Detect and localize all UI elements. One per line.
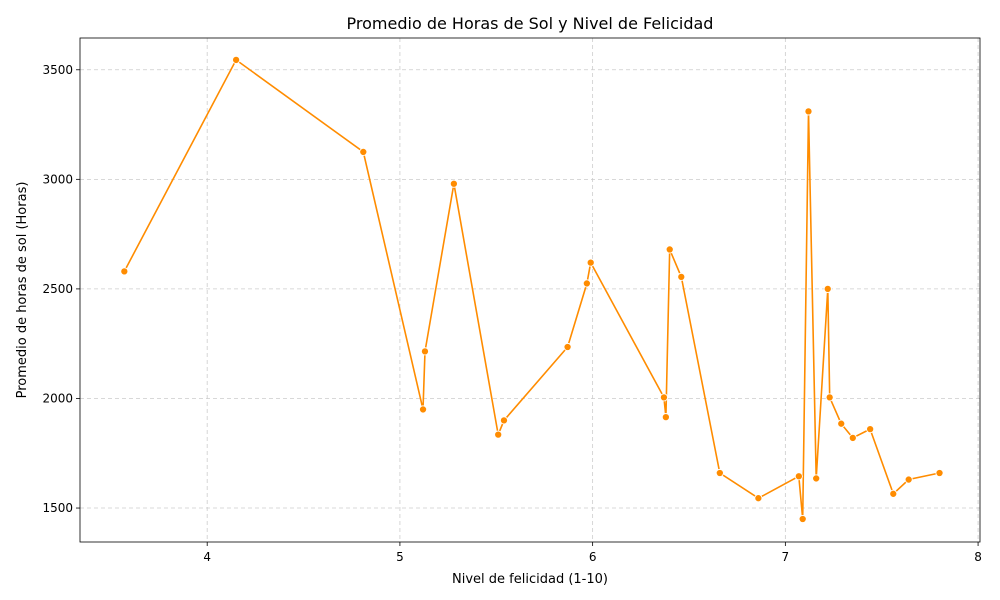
x-tick-label: 6 (589, 550, 597, 564)
chart-title: Promedio de Horas de Sol y Nivel de Feli… (347, 14, 714, 33)
data-point (659, 393, 668, 402)
data-point (359, 147, 368, 156)
grid (80, 38, 980, 542)
y-tick-label: 3500 (42, 63, 73, 77)
data-point (889, 489, 898, 498)
y-tick-label: 2000 (42, 391, 73, 405)
data-point (418, 405, 428, 414)
y-axis-label: Promedio de horas de sol (Horas) (15, 182, 30, 399)
x-tick-label: 8 (974, 550, 982, 564)
data-point (582, 279, 591, 288)
data-point (825, 393, 834, 402)
data-point (494, 430, 503, 439)
data-point (499, 416, 509, 425)
plot-frame (79, 37, 981, 543)
data-point (420, 347, 430, 356)
data-point (563, 342, 572, 352)
data-point (812, 474, 821, 483)
y-tick-label: 1500 (42, 501, 73, 515)
x-axis: 4 5 6 7 8 (203, 542, 982, 564)
data-point (848, 433, 857, 442)
x-tick-label: 5 (396, 550, 404, 564)
x-tick-label: 7 (782, 550, 790, 564)
y-axis: 1500 2000 2500 3000 3500 (42, 63, 80, 515)
data-point (715, 468, 724, 478)
data-point (804, 107, 813, 116)
data-point (449, 179, 458, 188)
data-point (904, 475, 913, 484)
data-point (586, 258, 595, 267)
x-tick-label: 4 (203, 550, 211, 564)
data-point (120, 267, 129, 276)
data-point (798, 514, 807, 524)
data-point (837, 419, 846, 428)
data-point (677, 272, 686, 281)
data-points (120, 55, 944, 524)
series-line (123, 58, 940, 520)
data-point (661, 413, 670, 422)
y-tick-label: 3000 (42, 172, 73, 186)
data-point (754, 494, 763, 503)
data-point (935, 468, 944, 478)
y-tick-label: 2500 (42, 282, 73, 296)
data-point (866, 425, 875, 434)
x-axis-label: Nivel de felicidad (1-10) (452, 572, 608, 587)
data-point (794, 472, 803, 481)
data-point (823, 284, 832, 293)
data-point (232, 55, 241, 64)
data-point (665, 245, 674, 254)
